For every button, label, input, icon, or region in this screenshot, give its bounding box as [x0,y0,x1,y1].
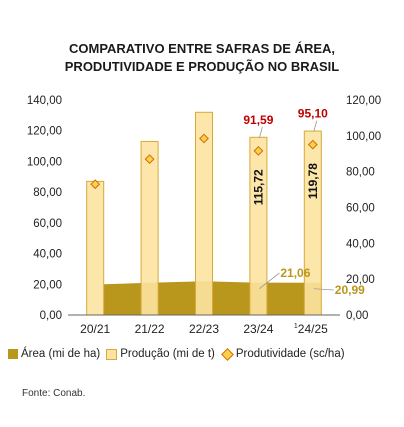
x-tick-label: 23/24 [243,322,273,336]
source-note: Fonte: Conab. [22,388,86,399]
chart-title-line-1: COMPARATIVO ENTRE SAFRAS DE ÁREA, [68,41,336,56]
production-bar [140,140,159,316]
category-annotation: 1 [294,323,298,330]
y-left-tick-label: 0,00 [40,310,62,322]
productivity-data-label: 91,59 [243,113,273,127]
chart-legend: Área (mi de ha) Produção (mi de t) Produ… [8,347,404,361]
area-data-label: 21,06 [280,266,310,280]
production-bar [86,180,105,316]
y-right-tick-label: 0,00 [346,310,368,322]
chart-title: COMPARATIVO ENTRE SAFRAS DE ÁREA, PRODUT… [0,40,404,76]
production-data-label: 115,72 [251,169,265,205]
y-right-tick-label: 60,00 [346,203,375,215]
legend-label-production: Produção (mi de t) [120,348,215,360]
x-tick-label: 24/25 [298,322,328,336]
legend-swatch-production [106,348,118,360]
x-tick-label: 20/21 [80,322,110,336]
productivity-data-label: 95,10 [298,107,328,121]
y-right-tick-label: 40,00 [346,238,375,250]
productivity-marker [307,139,318,150]
legend-item-area: Área (mi de ha) [8,348,100,360]
y-right-tick-label: 20,00 [346,274,375,286]
productivity-marker [253,145,264,156]
legend-label-productivity: Produtividade (sc/ha) [235,348,345,360]
legend-item-productivity: Produtividade (sc/ha) [221,347,345,361]
area-leader-line [259,272,280,289]
y-right-tick-label: 100,00 [346,131,381,143]
y-right-tick-label: 120,00 [346,95,381,107]
legend-label-area: Área (mi de ha) [21,348,101,360]
y-right-tick-label: 80,00 [346,167,375,179]
y-left-tick-label: 60,00 [33,218,62,230]
production-bar [303,130,322,316]
x-tick-label: 21/22 [135,322,165,336]
y-left-tick-label: 40,00 [33,249,62,261]
legend-item-production: Produção (mi de t) [106,348,215,360]
area-leader-line [313,288,334,291]
productivity-marker [144,154,155,165]
productivity-marker [90,179,101,190]
area-data-label: 20,99 [335,283,365,297]
legend-swatch-area [8,349,18,359]
y-left-tick-label: 140,00 [27,95,62,107]
productivity-marker [199,133,209,144]
legend-diamond-icon [221,347,234,361]
y-left-tick-label: 100,00 [27,156,62,168]
y-left-tick-label: 80,00 [33,187,62,199]
chart-plot: 0,0020,0040,0060,0080,00100,00120,00140,… [27,95,381,336]
production-data-label: 119,78 [306,163,320,199]
y-left-tick-label: 20,00 [33,279,62,291]
productivity-leader-line [259,126,263,139]
production-bar [249,136,268,316]
y-left-tick-label: 120,00 [27,126,62,138]
x-tick-label: 22/23 [189,322,219,336]
productivity-leader-line [313,120,318,132]
chart-title-line-2: PRODUTIVIDADE E PRODUÇÃO NO BRASIL [64,59,340,74]
